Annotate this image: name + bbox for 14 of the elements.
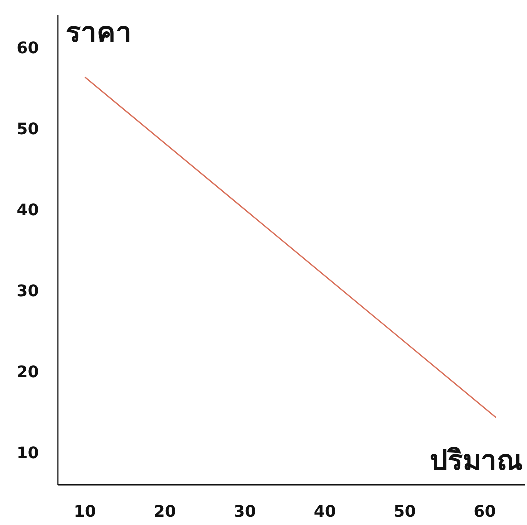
x-axis-title: ปริมาณ <box>430 444 523 477</box>
y-tick-label: 10 <box>16 444 40 463</box>
x-tick-label: 20 <box>154 502 176 521</box>
x-tick-label: 50 <box>394 502 416 521</box>
x-tick-label: 10 <box>74 502 96 521</box>
x-tick-label: 60 <box>474 502 496 521</box>
y-tick-label: 30 <box>16 282 40 301</box>
x-tick-label: 30 <box>234 502 256 521</box>
x-tick-label: 40 <box>314 502 336 521</box>
y-tick-label: 60 <box>16 38 40 58</box>
y-axis-title: ราคา <box>66 16 132 49</box>
y-tick-label: 40 <box>16 200 40 220</box>
y-tick-label: 50 <box>16 119 40 138</box>
y-tick-label: 20 <box>16 362 40 382</box>
